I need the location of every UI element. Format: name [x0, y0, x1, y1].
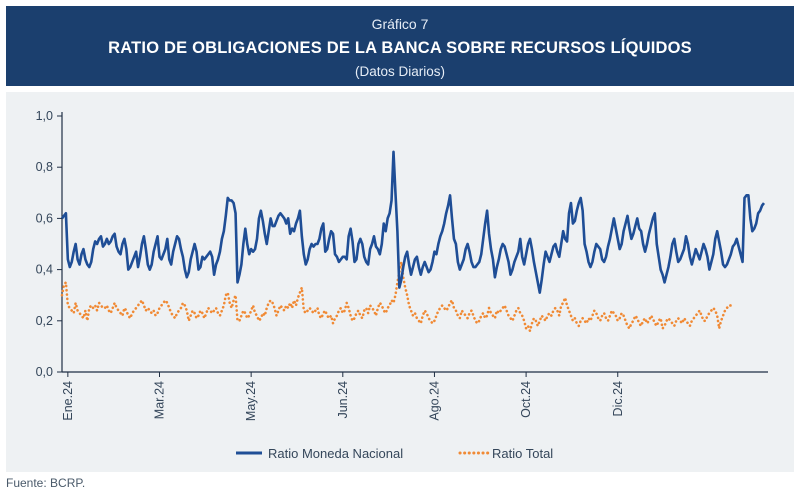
legend-label-ratio-mn: Ratio Moneda Nacional — [268, 446, 403, 461]
x-tick-label: Oct.24 — [519, 381, 533, 418]
chart-subtitle: (Datos Diarios) — [354, 64, 446, 79]
series-ratio-mn-line — [60, 150, 766, 294]
x-tick-label: Mar.24 — [153, 381, 167, 419]
chart-header: Gráfico 7 RATIO DE OBLIGACIONES DE LA BA… — [6, 6, 794, 86]
y-tick-label: 0,0 — [36, 365, 53, 379]
chart-panel: 0,0 0,2 0,4 0,6 0,8 1,0 Ene.24 Mar.24 May.24 Jun.… — [6, 92, 794, 472]
x-tick-label: May.24 — [244, 381, 258, 421]
chart-title: RATIO DE OBLIGACIONES DE LA BANCA SOBRE … — [108, 39, 692, 57]
y-tick-label: 0,4 — [36, 263, 53, 277]
chart-kicker: Gráfico 7 — [371, 16, 429, 32]
x-tick-label: Jun.24 — [336, 381, 350, 419]
legend-label-ratio-total: Ratio Total — [492, 446, 553, 461]
legend: Ratio Moneda Nacional Ratio Total — [236, 446, 553, 461]
y-tick-label: 0,6 — [36, 211, 53, 225]
source-note: Fuente: BCRP. — [6, 476, 86, 490]
line-chart: 0,0 0,2 0,4 0,6 0,8 1,0 Ene.24 Mar.24 May.24 Jun.… — [36, 109, 768, 461]
y-tick-label: 0,8 — [36, 160, 53, 174]
x-tick-label: Dic.24 — [611, 381, 625, 416]
series-ratio-total-line — [60, 260, 733, 333]
x-tick-label: Ago.24 — [427, 381, 441, 421]
x-tick-label: Ene.24 — [61, 381, 75, 421]
y-tick-label: 1,0 — [36, 109, 53, 123]
y-tick-label: 0,2 — [36, 314, 53, 328]
